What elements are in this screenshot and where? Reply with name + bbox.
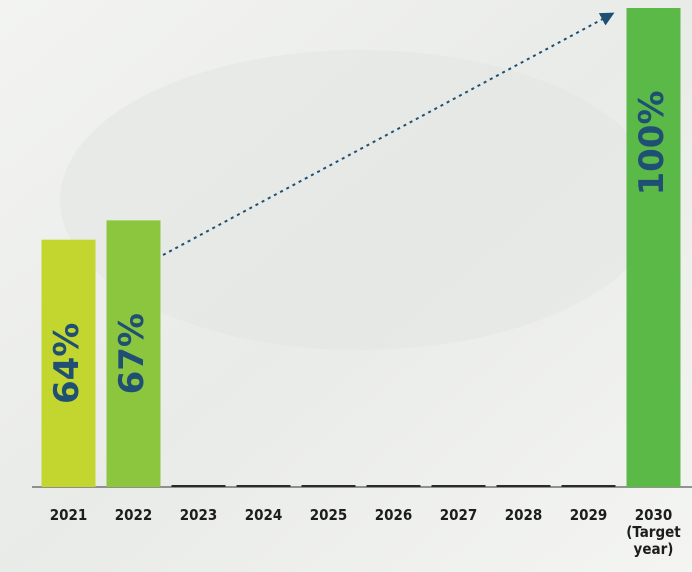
x-tick-label: 2022	[115, 506, 153, 524]
x-tick-label: 2028	[505, 506, 543, 524]
baseline-segment	[172, 485, 226, 487]
x-tick-label: 2029	[570, 506, 608, 524]
x-tick-label: 2027	[440, 506, 478, 524]
chart: 64% 2021 67% 2022 2023 2024 2025 2026 2027 2028 20…	[0, 0, 692, 572]
baseline-segment	[302, 485, 356, 487]
value-label: 67%	[112, 313, 152, 394]
x-tick-label: 2023	[180, 506, 218, 524]
baseline-segment	[432, 485, 486, 487]
value-label: 64%	[47, 323, 87, 404]
baseline-segment	[367, 485, 421, 487]
x-tick-label: 2024	[245, 506, 283, 524]
x-tick-label: 2026	[375, 506, 413, 524]
baseline-segment	[497, 485, 551, 487]
page: {"chart_data": {"type": "bar", "categori…	[0, 0, 692, 572]
x-tick-label: 2025	[310, 506, 348, 524]
baseline-segment	[237, 485, 291, 487]
baseline-segment	[562, 485, 616, 487]
value-label: 100%	[632, 90, 672, 195]
x-tick-label: 2021	[50, 506, 88, 524]
bar	[627, 8, 681, 487]
